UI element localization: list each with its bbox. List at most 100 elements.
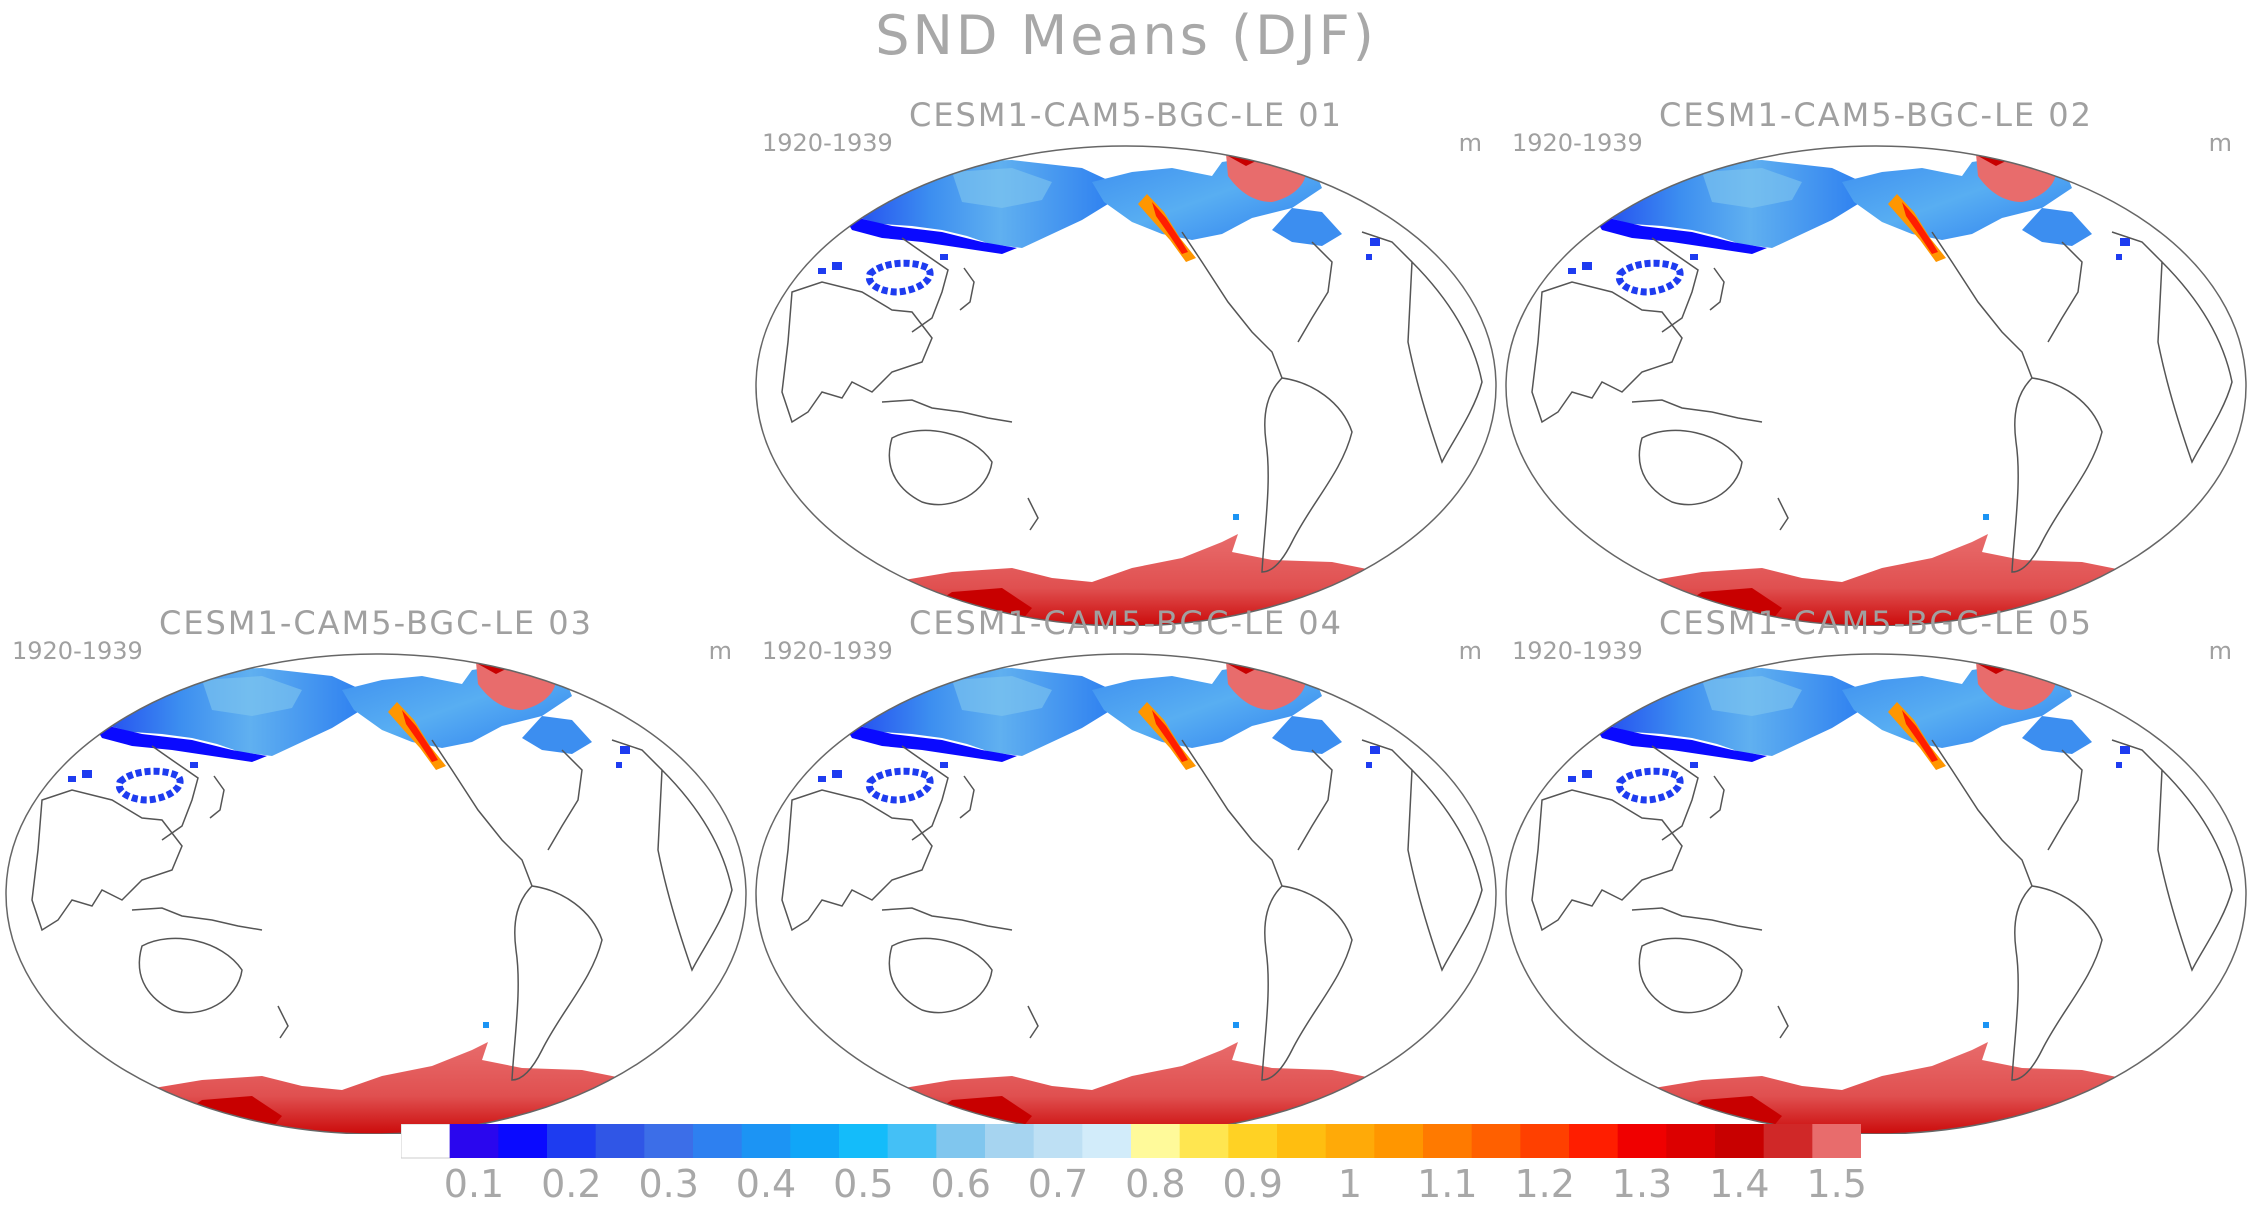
map-outline (755, 145, 1497, 626)
snow-tibet (865, 767, 934, 804)
coast-japan (1709, 775, 1725, 819)
colorbar-swatch (1374, 1124, 1424, 1158)
coast-east-asia (901, 745, 949, 841)
coast-new-zealand (1027, 497, 1039, 531)
snow-scandinavia (602, 684, 666, 724)
coast-north-america (431, 739, 533, 887)
colorbar-swatch (741, 1124, 791, 1158)
snow-antarctica (1622, 1042, 2152, 1134)
panel-period: 1920-1939 (762, 129, 893, 157)
coast-europe (2111, 739, 2163, 771)
snow-tibet (1615, 259, 1684, 296)
coast-indonesia (881, 907, 1013, 931)
coast-east-asia (1651, 237, 1699, 333)
coast-indonesia (881, 399, 1013, 423)
coast-north-america (1181, 739, 1283, 887)
panel-unit: m (1458, 637, 1482, 665)
snow-depth-map (755, 145, 1497, 626)
snow-depth-map (1505, 145, 2247, 626)
coast-japan (1709, 267, 1725, 311)
coast-japan (959, 775, 975, 819)
panel-period: 1920-1939 (1512, 637, 1643, 665)
map-outline (755, 653, 1497, 1134)
coast-north-america (1931, 231, 2033, 379)
colorbar-swatch (1569, 1124, 1619, 1158)
colorbar-swatch (498, 1124, 548, 1158)
snow-siberia-highlight (952, 168, 1052, 208)
snow-scandinavia (1352, 684, 1416, 724)
colorbar-tick-label: 1.4 (1709, 1162, 1770, 1206)
snow-eurasia-south-edge (842, 214, 1017, 254)
colorbar-tick-label: 1.2 (1514, 1162, 1575, 1206)
panel-unit: m (1458, 129, 1482, 157)
coast-asia (1531, 281, 1683, 424)
colorbar-tick-label: 1.3 (1611, 1162, 1673, 1206)
coast-asia (781, 789, 933, 932)
map-panel-04: CESM1-CAM5-BGC-LE 04 1920-1939 m (752, 604, 1500, 1134)
panel-period: 1920-1939 (12, 637, 143, 665)
coast-indonesia (1631, 399, 1763, 423)
coast-africa (2157, 768, 2233, 972)
coast-new-zealand (1777, 497, 1789, 531)
colorbar-swatch (936, 1124, 986, 1158)
colorbar-swatch (1325, 1124, 1375, 1158)
colorbar-swatch (1715, 1124, 1765, 1158)
colorbar-tick-label: 0.5 (833, 1162, 894, 1206)
colorbar-swatch (401, 1124, 451, 1159)
panel-unit: m (2208, 129, 2232, 157)
panel-title: CESM1-CAM5-BGC-LE 04 (908, 604, 1343, 642)
snow-canada-east (2022, 208, 2092, 246)
panel-unit: m (708, 637, 732, 665)
coast-north-america (1181, 231, 1283, 379)
colorbar-swatch (1277, 1124, 1327, 1158)
colorbar-tick-label: 0.3 (638, 1162, 699, 1206)
coast-new-zealand (1027, 1005, 1039, 1039)
coast-asia (31, 789, 183, 932)
map-panel-01: CESM1-CAM5-BGC-LE 01 1920-1939 m (752, 96, 1500, 626)
snow-tibet (865, 259, 934, 296)
snow-scandinavia (2102, 684, 2166, 724)
snow-rockies-core (1152, 202, 1188, 254)
snow-tibet (1615, 767, 1684, 804)
snow-siberia-highlight (1702, 168, 1802, 208)
snow-eurasia-south-edge (842, 722, 1017, 762)
coast-east-asia (151, 745, 199, 841)
colorbar-swatch (644, 1124, 694, 1158)
snow-scandinavia (1352, 176, 1416, 216)
snow-siberia-highlight (202, 676, 302, 716)
colorbar-swatch (1228, 1124, 1278, 1158)
coast-indonesia (1631, 907, 1763, 931)
coast-new-zealand (1777, 1005, 1789, 1039)
coast-na-east (1297, 749, 1333, 851)
coast-europe (1361, 231, 1413, 263)
colorbar-swatch (693, 1124, 743, 1158)
colorbar-swatch (887, 1124, 937, 1158)
snow-rockies-core (1152, 710, 1188, 762)
colorbar-tick-label: 1 (1337, 1162, 1363, 1206)
colorbar-tick-label: 0.4 (735, 1162, 797, 1206)
colorbar-swatch (839, 1124, 889, 1158)
snow-canada-east (1272, 208, 1342, 246)
panel-unit: m (2208, 637, 2232, 665)
colorbar-tick-label: 0.9 (1222, 1162, 1283, 1206)
snow-rockies-core (1902, 710, 1938, 762)
snow-eurasia-south-edge (1592, 214, 1767, 254)
snow-eurasia-south-edge (92, 722, 267, 762)
colorbar-swatch (1179, 1124, 1229, 1158)
coast-japan (959, 267, 975, 311)
coast-australia (888, 429, 993, 506)
coast-south-america (511, 885, 603, 1081)
snow-depth-map (1505, 653, 2247, 1134)
colorbar-swatch (1131, 1124, 1181, 1158)
coast-japan (209, 775, 225, 819)
coast-east-asia (1651, 745, 1699, 841)
colorbar-swatch (595, 1124, 645, 1158)
colorbar-tick-label: 0.7 (1027, 1162, 1089, 1206)
figure-title: SND Means (DJF) (875, 4, 1377, 67)
colorbar-swatch (1617, 1124, 1667, 1158)
coast-east-asia (901, 237, 949, 333)
coast-south-america (2011, 377, 2103, 573)
colorbar-swatch (1471, 1124, 1521, 1158)
coast-asia (781, 281, 933, 424)
coast-south-america (1261, 377, 1353, 573)
